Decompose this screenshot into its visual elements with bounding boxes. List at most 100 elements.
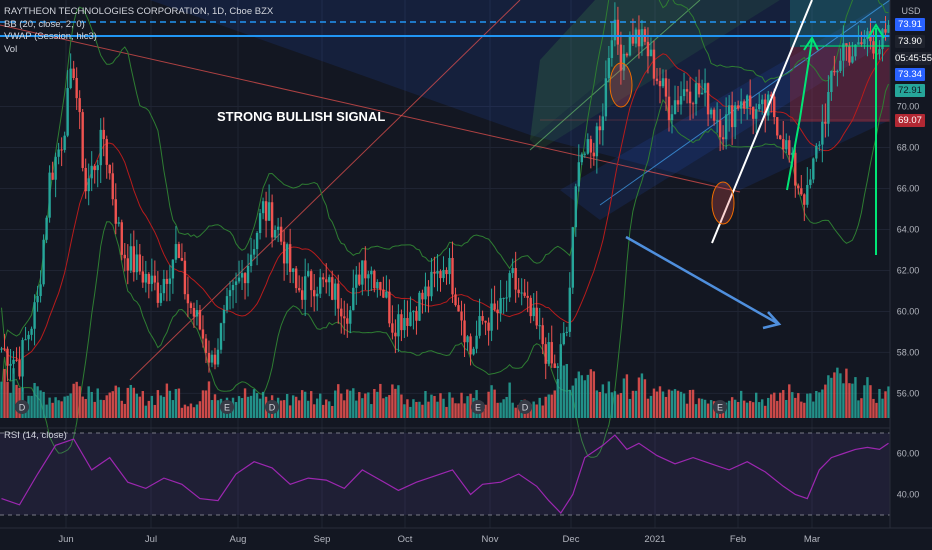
volume-bar <box>102 400 105 418</box>
volume-bar <box>57 400 60 418</box>
candle-body <box>637 29 641 47</box>
candle-body <box>394 332 397 337</box>
candle-body <box>147 273 151 284</box>
volume-bar <box>875 402 878 418</box>
volume-bar <box>553 390 556 418</box>
candle-body <box>153 275 157 283</box>
volume-bar <box>379 383 382 418</box>
volume-bar <box>117 387 120 418</box>
price-tag: 73.34 <box>895 68 925 81</box>
candle-body <box>661 78 665 87</box>
volume-bar <box>613 391 617 418</box>
volume-bar <box>403 404 406 418</box>
candle-body <box>129 246 132 271</box>
volume-bar <box>851 383 854 418</box>
volume-bar <box>688 389 692 418</box>
candle-body <box>439 271 442 279</box>
volume-bar <box>541 405 544 418</box>
candle-body <box>773 96 776 118</box>
volume-bar <box>93 401 96 418</box>
volume-bar <box>592 371 596 418</box>
candle-body <box>815 145 818 159</box>
candle-body <box>216 349 220 365</box>
candle-body <box>559 344 562 367</box>
bb-legend[interactable]: BB (20, close, 2, 0) <box>4 18 85 30</box>
candle-body <box>358 274 361 285</box>
candle-body <box>469 336 472 355</box>
chart-legend: RAYTHEON TECHNOLOGIES CORPORATION, 1D, C… <box>4 6 273 56</box>
event-marker-label: E <box>224 403 230 413</box>
volume-bar <box>48 397 51 418</box>
volume-bar <box>6 381 9 418</box>
volume-bar <box>839 373 842 418</box>
volume-bar <box>430 394 433 418</box>
candle-body <box>824 121 827 124</box>
volume-bar <box>679 391 683 418</box>
candle-body <box>276 226 280 230</box>
vol-legend[interactable]: Vol <box>4 43 18 55</box>
candle-body <box>619 44 623 71</box>
candle-body <box>18 360 21 377</box>
grid-lines <box>0 0 890 528</box>
candle-body <box>547 342 550 364</box>
event-marker <box>518 400 532 414</box>
candle-body <box>601 116 605 131</box>
candle-body <box>96 165 99 171</box>
x-tick-label: Dec <box>563 534 580 545</box>
candle-body <box>490 303 493 331</box>
volume-bar <box>788 384 791 418</box>
volume-bar <box>628 398 632 418</box>
volume-bar <box>544 396 547 418</box>
candle-body <box>364 260 367 279</box>
volume-bar <box>568 389 571 418</box>
candle-body <box>860 42 863 45</box>
x-tick-label: Jul <box>145 534 157 545</box>
rsi-tick-label: 40.00 <box>897 490 920 500</box>
candle-body <box>764 99 767 116</box>
candle-body <box>279 226 283 242</box>
volume-bar <box>99 399 102 418</box>
volume-bar <box>884 391 887 418</box>
candle-body <box>511 268 514 274</box>
volume-bar <box>761 399 764 418</box>
volume-bar <box>818 392 821 418</box>
volume-bar <box>156 390 160 418</box>
volume-bar <box>114 385 117 418</box>
volume-bar <box>216 400 220 418</box>
volume-bar <box>252 389 256 418</box>
candle-body <box>45 217 48 240</box>
volume-bar <box>833 372 836 418</box>
fan-line <box>0 24 741 193</box>
volume-bar <box>3 368 6 418</box>
candle-body <box>706 83 710 115</box>
volume-bar <box>691 389 695 418</box>
volume-bar <box>234 402 238 418</box>
candle-body <box>75 78 78 99</box>
candle-body <box>754 109 758 119</box>
candle-body <box>352 287 355 311</box>
event-marker-label: D <box>19 403 26 413</box>
projection-arrow-head <box>762 311 782 330</box>
volume-bar <box>730 397 734 418</box>
volume-bar <box>700 398 704 418</box>
y-tick-label: 64.00 <box>897 224 920 234</box>
candle-body <box>806 184 809 205</box>
volume-bar <box>382 398 385 418</box>
volume-bar <box>150 395 154 418</box>
volume-bar <box>457 403 460 418</box>
symbol-title[interactable]: RAYTHEON TECHNOLOGIES CORPORATION, 1D, C… <box>4 6 274 17</box>
candle-body <box>589 139 593 153</box>
volume-bar <box>373 389 376 418</box>
candle-body <box>863 39 866 45</box>
volume-bar <box>550 394 553 418</box>
volume-bar <box>337 384 340 418</box>
volume-bar <box>183 404 187 418</box>
candle-body <box>162 278 166 294</box>
vwap-legend[interactable]: VWAP (Session, hlc3) <box>4 31 97 42</box>
volume-bar <box>748 400 752 418</box>
volume-bar <box>36 386 39 418</box>
candle-body <box>640 29 644 47</box>
rsi-legend[interactable]: RSI (14, close) <box>4 430 67 441</box>
candle-body <box>694 83 698 104</box>
